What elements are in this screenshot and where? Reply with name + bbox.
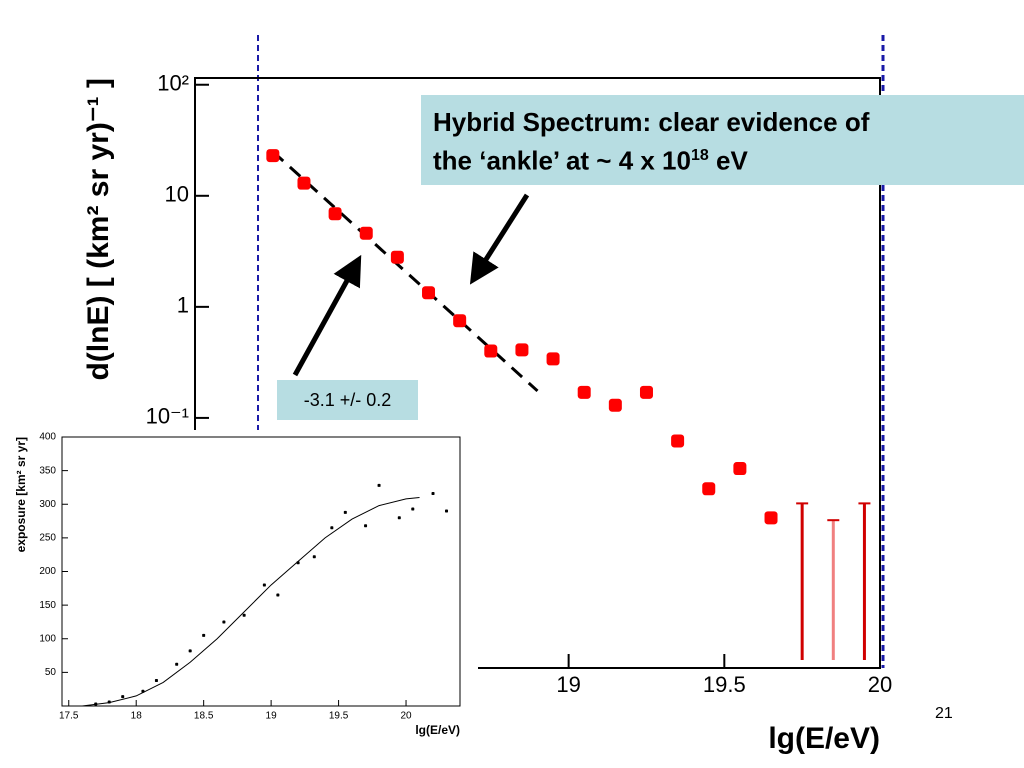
data-point — [515, 343, 529, 357]
data-point — [266, 149, 280, 163]
data-point — [390, 250, 404, 264]
y-axis-label: exposure [km² sr yr] — [14, 437, 28, 552]
data-point — [577, 385, 591, 399]
fit-curve — [82, 497, 420, 707]
y-tick-label: 300 — [39, 499, 56, 510]
annotation-text: the ‘ankle’ at ~ 4 x 1018 eV — [433, 139, 1012, 178]
y-tick-label: 10 — [165, 182, 189, 207]
x-tick-label: 19 — [266, 711, 278, 722]
y-tick-label: 400 — [39, 432, 56, 443]
plot-frame — [194, 77, 881, 669]
arrow — [469, 193, 530, 285]
data-point — [222, 620, 226, 624]
data-point — [202, 633, 206, 637]
y-tick-label: 50 — [45, 667, 57, 678]
x-tick-label: 19 — [556, 672, 580, 697]
x-axis-label: lg(E/eV) — [415, 723, 460, 737]
annotation-text: 18 — [690, 147, 709, 164]
data-point — [546, 352, 560, 366]
y-tick-label: 10⁻¹ — [146, 404, 189, 429]
x-tick-label: 20 — [868, 672, 892, 697]
arrow — [292, 254, 362, 377]
fit-line — [271, 150, 539, 393]
x-tick-label: 19.5 — [329, 711, 349, 722]
data-point — [242, 613, 246, 617]
data-point — [296, 561, 300, 565]
data-point — [639, 385, 653, 399]
inset-background — [0, 430, 478, 768]
data-point — [359, 226, 373, 240]
data-point — [484, 344, 498, 358]
data-point — [94, 702, 98, 706]
page-number: 21 — [935, 705, 953, 722]
data-point — [276, 593, 280, 597]
data-point — [297, 176, 311, 190]
data-point — [154, 678, 158, 682]
data-point — [330, 526, 334, 530]
data-point — [343, 510, 347, 514]
y-tick-label: 150 — [39, 600, 56, 611]
data-point — [364, 524, 368, 528]
data-point — [121, 695, 125, 699]
x-tick-label: 17.5 — [59, 711, 79, 722]
y-tick-label: 10² — [157, 71, 189, 96]
y-tick-label: 250 — [39, 533, 56, 544]
data-point — [445, 509, 449, 513]
x-tick-label: 18.5 — [194, 711, 214, 722]
y-tick-label: 200 — [39, 566, 56, 577]
data-point — [312, 555, 316, 559]
annotation-text: eV — [708, 145, 748, 176]
data-point — [422, 286, 436, 300]
data-point — [397, 516, 401, 520]
data-point — [733, 462, 747, 476]
slope-box: -3.1 +/- 0.2 — [277, 380, 418, 420]
data-point — [764, 511, 778, 525]
data-point — [411, 507, 415, 511]
data-point — [328, 207, 342, 221]
y-tick-label: 1 — [177, 293, 189, 318]
data-point — [141, 689, 145, 693]
data-point — [377, 483, 381, 487]
y-tick-label: 350 — [39, 465, 56, 476]
data-point — [188, 649, 192, 653]
data-point — [175, 662, 179, 666]
data-point — [608, 398, 622, 412]
data-point — [671, 434, 685, 448]
data-point — [107, 700, 111, 704]
annotation-text: the ‘ankle’ at ~ 4 x 10 — [433, 145, 691, 176]
data-point — [702, 482, 716, 496]
data-point — [262, 583, 266, 587]
x-tick-label: 18 — [131, 711, 143, 722]
x-tick-label: 20 — [400, 711, 412, 722]
data-point — [453, 314, 467, 328]
data-point — [431, 491, 435, 495]
x-axis-label: lg(E/eV) — [768, 722, 880, 755]
annotation-box: Hybrid Spectrum: clear evidence of the ‘… — [421, 95, 1024, 185]
annotation-text: Hybrid Spectrum: clear evidence of — [433, 107, 870, 137]
y-axis-label: d(lnE) [ (km² sr yr)⁻¹ ] — [82, 78, 115, 381]
y-tick-label: 100 — [39, 633, 56, 644]
x-tick-label: 19.5 — [703, 672, 746, 697]
